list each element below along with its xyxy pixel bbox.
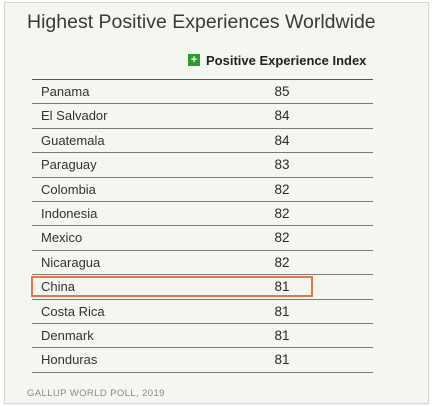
index-value: 82 [274,181,290,197]
country-label: Nicaragua [41,254,101,270]
source-note: GALLUP WORLD POLL, 2019 [27,388,165,399]
table-row: Guatemala 84 [32,129,373,154]
table-row: Honduras 81 [32,348,373,373]
index-value: 85 [274,84,290,99]
country-label: Colombia [41,181,96,197]
index-value: 82 [274,254,290,270]
table-row: Denmark 81 [32,324,373,349]
country-label: Panama [41,84,90,99]
table-row: Panama 85 [32,80,373,105]
country-label: Paraguay [41,157,97,173]
country-label: Honduras [41,352,98,368]
table-row: Paraguay 83 [32,153,373,178]
index-value: 81 [274,352,290,368]
index-value: 82 [274,205,290,221]
country-label: Guatemala [41,132,105,148]
index-value: 81 [274,327,290,343]
chart-card: Highest Positive Experiences Worldwide +… [4,2,429,404]
index-value: 83 [274,157,290,173]
table-row: Mexico 82 [32,226,373,251]
index-value: 84 [274,108,290,124]
table-row: Colombia 82 [32,178,373,202]
table-row: Indonesia 82 [32,202,373,227]
chart-title: Highest Positive Experiences Worldwide [27,11,376,33]
table-row: El Salvador 84 [32,104,373,129]
index-value: 81 [274,279,290,295]
plus-icon: + [188,54,200,66]
country-label: China [41,279,75,295]
country-label: El Salvador [41,108,108,124]
country-label: Costa Rica [41,303,105,319]
index-value: 82 [274,230,290,246]
country-label: Indonesia [41,205,98,221]
legend-label: Positive Experience Index [206,52,367,68]
table-row: Costa Rica 81 [32,300,373,324]
index-value: 81 [274,303,290,319]
index-value: 84 [274,132,290,148]
country-label: Mexico [41,230,83,246]
table-row: Nicaragua 82 [32,251,373,276]
legend: + Positive Experience Index [188,52,366,68]
ranking-table: Panama 85 El Salvador 84 Guatemala 84 Paraguay… [31,79,373,373]
country-label: Denmark [41,327,94,343]
table-row-highlighted: China 81 [31,275,373,300]
